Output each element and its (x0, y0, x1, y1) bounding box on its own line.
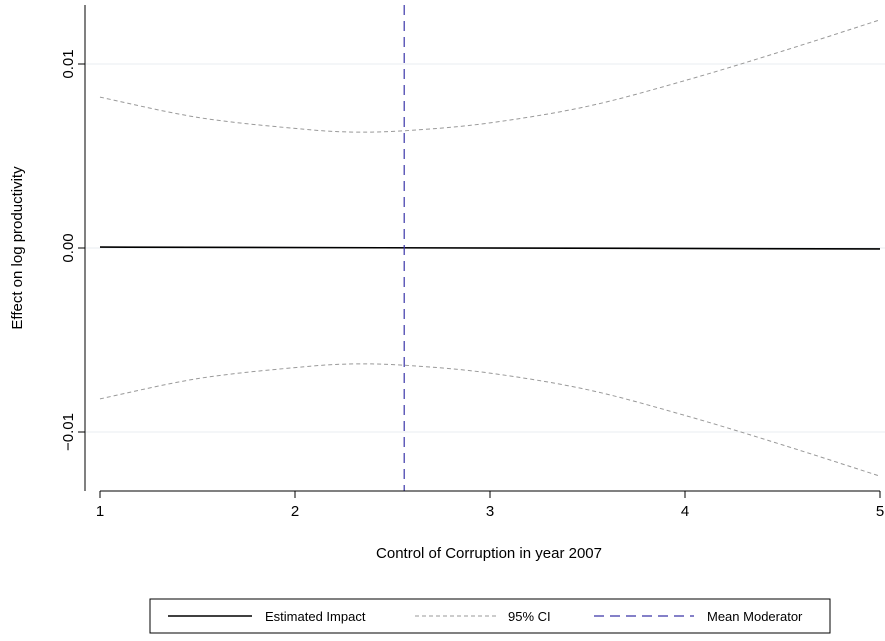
y-tick-label-1: 0.00 (60, 233, 77, 262)
estimated-impact-line (99, 246, 881, 250)
legend: Estimated Impact 95% CI Mean Moderator (149, 598, 831, 634)
x-tick-label-0: 1 (96, 503, 104, 520)
y-tick-label-0: −0.01 (60, 413, 77, 451)
ci-upper-line (99, 19, 881, 133)
legend-box (149, 598, 831, 634)
x-axis-label: Control of Corruption in year 2007 (376, 545, 602, 562)
plot-series (99, 5, 881, 491)
x-tick-label-3: 4 (681, 503, 689, 520)
y-tick-label-2: 0.01 (60, 49, 77, 78)
legend-label-0: Estimated Impact (265, 609, 366, 624)
x-tick-label-1: 2 (291, 503, 299, 520)
x-tick-label-4: 5 (876, 503, 884, 520)
ci-lower-line (99, 363, 881, 477)
x-tick-label-2: 3 (486, 503, 494, 520)
y-axis-label: Effect on log productivity (9, 166, 26, 330)
axes: 1 2 3 4 5 −0.01 0.00 0.01 (60, 5, 884, 520)
legend-label-1: 95% CI (508, 609, 551, 624)
legend-label-2: Mean Moderator (707, 609, 803, 624)
